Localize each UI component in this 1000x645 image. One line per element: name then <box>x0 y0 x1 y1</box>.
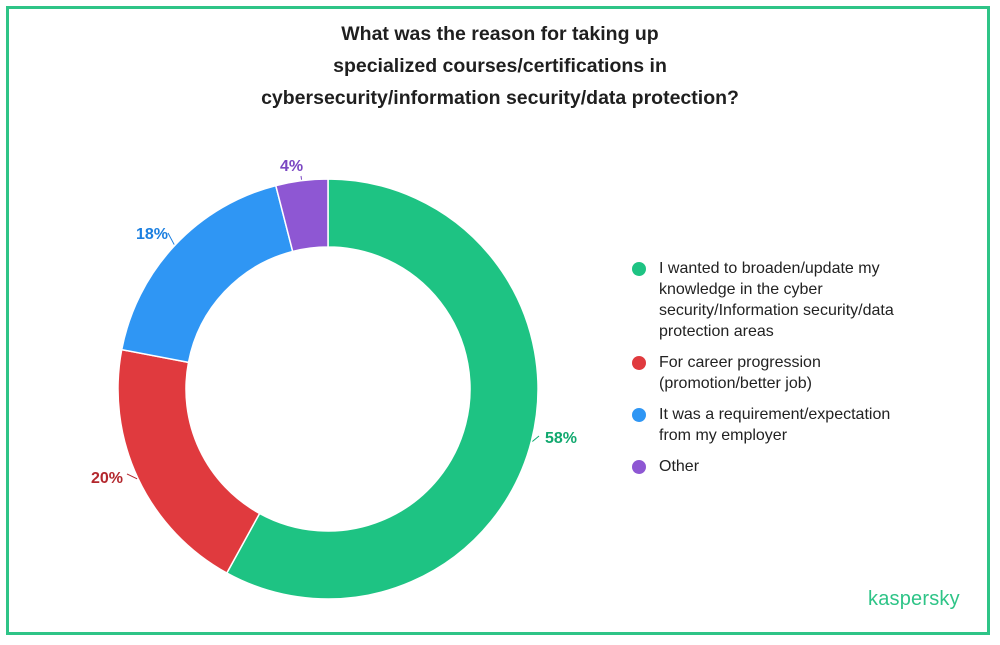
kaspersky-logo: kaspersky <box>868 588 960 610</box>
leader-line <box>167 232 175 245</box>
label-20-percent: 20% <box>91 470 123 487</box>
chart-title: What was the reason for taking up specia… <box>150 18 850 114</box>
legend-label: It was a requirement/expectation from my… <box>659 404 962 446</box>
legend-label-line: I wanted to broaden/update my <box>659 260 880 277</box>
label-18-percent: 18% <box>136 226 168 243</box>
legend-item-employer-requirement: It was a requirement/expectation from my… <box>632 404 962 446</box>
chart-title-line: What was the reason for taking up <box>341 23 659 45</box>
legend-item-broaden-knowledge: I wanted to broaden/update my knowledge … <box>632 258 962 342</box>
leader-line <box>300 175 303 180</box>
legend-dot-blue <box>632 408 646 422</box>
legend-label-line: It was a requirement/expectation <box>659 406 891 423</box>
slice-employer-requirement <box>120 184 294 364</box>
legend: I wanted to broaden/update my knowledge … <box>632 258 962 487</box>
legend-label: I wanted to broaden/update my knowledge … <box>659 258 962 342</box>
legend-dot-green <box>632 262 646 276</box>
slice-broaden-knowledge <box>225 178 539 600</box>
chart-title-line: specialized courses/certifications in <box>333 55 667 77</box>
legend-label: Other <box>659 456 962 477</box>
legend-item-other: Other <box>632 456 962 477</box>
legend-label-line: knowledge in the cyber <box>659 281 823 298</box>
label-4-percent: 4% <box>280 158 303 175</box>
leader-line <box>532 435 540 442</box>
legend-label-line: protection areas <box>659 323 774 340</box>
legend-label: For career progression (promotion/better… <box>659 352 962 394</box>
label-58-percent: 58% <box>545 430 577 447</box>
legend-label-line: For career progression <box>659 354 821 371</box>
legend-label-line: Other <box>659 458 700 475</box>
leader-line <box>126 473 138 480</box>
chart-title-line: cybersecurity/information security/data … <box>261 87 739 109</box>
legend-item-career-progression: For career progression (promotion/better… <box>632 352 962 394</box>
slice-career-progression <box>117 348 261 575</box>
slice-other <box>274 178 329 253</box>
legend-label-line: security/Information security/data <box>659 302 894 319</box>
legend-label-line: (promotion/better job) <box>659 375 812 392</box>
legend-label-line: from my employer <box>659 427 788 444</box>
legend-dot-purple <box>632 460 646 474</box>
legend-dot-red <box>632 356 646 370</box>
